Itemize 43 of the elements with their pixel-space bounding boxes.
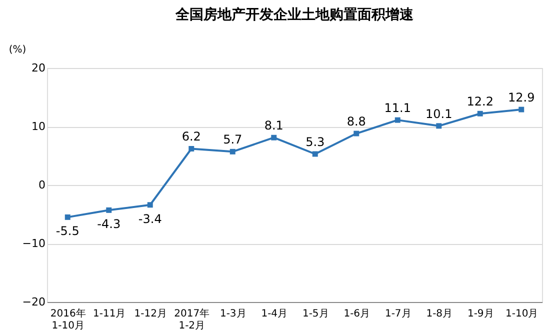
- data-label: -3.4: [138, 212, 162, 226]
- point: [312, 151, 318, 157]
- x-tick-label: 1-5月: [302, 308, 329, 320]
- x-tick-label: 1-9月: [467, 308, 494, 320]
- x-tick-label: 1-3月: [220, 308, 246, 320]
- x-tick-label: 1-6月: [344, 308, 370, 320]
- point: [477, 110, 483, 116]
- data-label: 10.1: [426, 106, 452, 121]
- x-tick-label: 2016年 1-10月: [50, 308, 86, 332]
- point: [436, 123, 442, 129]
- y-tick-label: −20: [22, 296, 46, 308]
- data-label: 12.2: [466, 94, 494, 109]
- point: [147, 202, 153, 208]
- data-label: 8.1: [264, 118, 284, 133]
- point: [518, 106, 524, 112]
- data-label: 5.7: [223, 132, 242, 147]
- point: [354, 130, 360, 136]
- point: [271, 134, 277, 140]
- point: [394, 117, 400, 123]
- x-tick-label: 1-7月: [384, 308, 412, 320]
- x-tick-label: 1-12月: [134, 308, 167, 320]
- y-tick-label: −10: [22, 237, 46, 250]
- y-axis-title: (%): [8, 44, 26, 56]
- y-tick-label: 20: [32, 62, 46, 74]
- chart-title: 全国房地产开发企业土地购置面积增速: [174, 6, 414, 23]
- point: [188, 146, 194, 152]
- x-tick-label: 1-10月: [506, 308, 538, 320]
- point: [64, 214, 70, 220]
- y-tick-label: 0: [38, 178, 46, 192]
- point: [106, 207, 112, 213]
- x-tick-label: 1-4月: [261, 308, 288, 320]
- data-label: 6.2: [182, 130, 201, 144]
- x-tick-label: 1-11月: [93, 308, 126, 320]
- point: [230, 148, 236, 154]
- y-tick-label: 10: [32, 120, 46, 133]
- data-label: -4.3: [97, 217, 121, 232]
- data-label: 11.1: [384, 101, 411, 116]
- data-label: 8.8: [346, 114, 366, 129]
- data-label: -5.5: [56, 224, 80, 238]
- data-label: 5.3: [306, 134, 325, 149]
- x-tick-label: 2017年 1-2月: [174, 308, 210, 332]
- data-label: 12.9: [508, 90, 535, 105]
- x-tick-label: 1-8月: [426, 308, 453, 320]
